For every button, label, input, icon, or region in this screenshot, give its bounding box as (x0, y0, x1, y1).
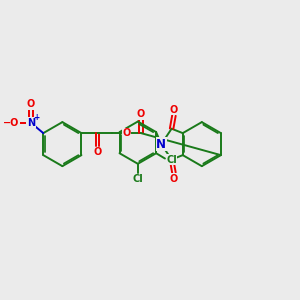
Text: −O: −O (3, 118, 20, 128)
Text: O: O (94, 147, 102, 157)
Text: O: O (122, 128, 130, 138)
Text: O: O (170, 105, 178, 115)
Text: Cl: Cl (133, 174, 143, 184)
Text: O: O (170, 174, 178, 184)
Text: Cl: Cl (166, 155, 177, 165)
Text: N: N (27, 118, 35, 128)
Text: N: N (156, 138, 166, 151)
Text: O: O (137, 109, 145, 119)
Text: +: + (33, 113, 39, 122)
Text: O: O (27, 99, 35, 110)
